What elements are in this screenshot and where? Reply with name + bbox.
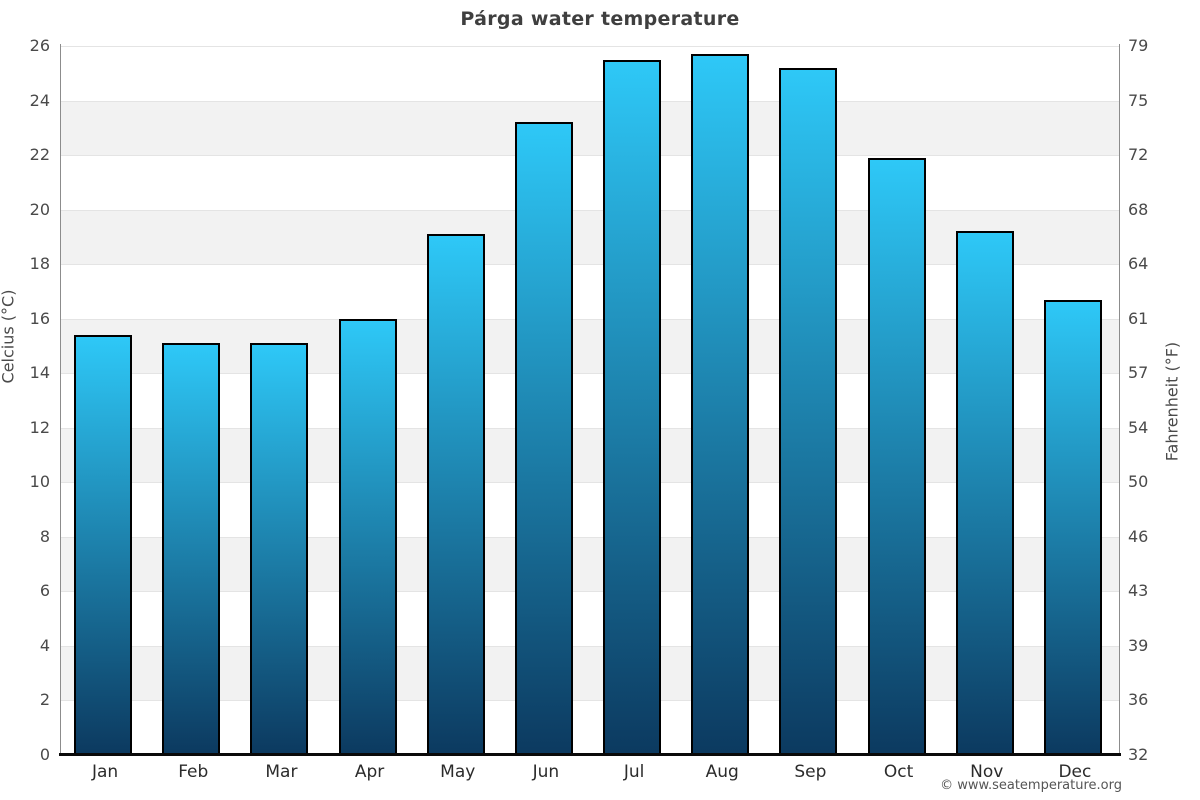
bar-feb[interactable]: [162, 343, 221, 755]
plot-band-16: [61, 318, 1119, 374]
ytick-celsius-10: 10: [29, 472, 50, 492]
plot-band-24: [61, 100, 1119, 156]
gridline-4: [61, 645, 1119, 647]
ytick-fahrenheit-57: 57: [1128, 363, 1149, 383]
xtick-may: May: [440, 762, 476, 782]
xtick-jul: Jul: [623, 762, 645, 782]
gridline-8: [61, 536, 1119, 538]
ytick-fahrenheit-72: 72: [1128, 145, 1149, 165]
gridline-26: [61, 46, 1119, 47]
ytick-fahrenheit-43: 43: [1128, 581, 1149, 601]
bar-aug[interactable]: [691, 54, 750, 755]
chart-title: Párga water temperature: [460, 8, 740, 30]
gridline-6: [61, 591, 1119, 593]
ytick-celsius-6: 6: [39, 581, 50, 601]
xtick-apr: Apr: [354, 762, 385, 782]
xtick-feb: Feb: [178, 762, 209, 782]
xtick-aug: Aug: [705, 762, 739, 782]
xtick-dec: Dec: [1058, 762, 1092, 782]
plot-band-12: [61, 427, 1119, 483]
gridline-2: [61, 700, 1119, 702]
gridline-10: [61, 482, 1119, 484]
plot-band-4: [61, 645, 1119, 701]
y-axis-title-fahrenheit: Fahrenheit (°F): [1162, 341, 1182, 462]
gridline-14: [61, 373, 1119, 375]
bar-jul[interactable]: [603, 59, 662, 755]
ytick-fahrenheit-68: 68: [1128, 199, 1149, 219]
y-axis-left-line: [60, 44, 61, 755]
ytick-celsius-12: 12: [29, 417, 50, 437]
ytick-celsius-0: 0: [39, 745, 50, 764]
ytick-fahrenheit-75: 75: [1128, 90, 1149, 110]
plot-area: [61, 46, 1119, 755]
ytick-fahrenheit-36: 36: [1128, 690, 1149, 710]
bar-apr[interactable]: [338, 318, 397, 755]
ytick-celsius-22: 22: [29, 145, 50, 165]
ytick-celsius-4: 4: [39, 635, 50, 655]
bar-dec[interactable]: [1043, 299, 1102, 755]
ytick-celsius-18: 18: [29, 254, 50, 274]
plot-band-20: [61, 209, 1119, 265]
bar-oct[interactable]: [867, 157, 926, 755]
gridline-22: [61, 155, 1119, 157]
bar-nov[interactable]: [955, 231, 1014, 755]
gridline-24: [61, 100, 1119, 102]
ytick-fahrenheit-46: 46: [1128, 526, 1149, 546]
bar-jun[interactable]: [514, 122, 573, 755]
ytick-fahrenheit-54: 54: [1128, 417, 1149, 437]
xtick-oct: Oct: [883, 762, 914, 782]
ytick-celsius-8: 8: [39, 526, 50, 546]
ytick-celsius-24: 24: [29, 90, 50, 110]
y-axis-right-line: [1119, 44, 1120, 755]
ytick-fahrenheit-61: 61: [1128, 308, 1149, 328]
xtick-nov: Nov: [970, 762, 1004, 782]
copyright-link[interactable]: © www.seatemperature.org: [940, 778, 1122, 793]
ytick-celsius-26: 26: [29, 36, 50, 55]
ytick-fahrenheit-79: 79: [1128, 36, 1149, 55]
xtick-sep: Sep: [794, 762, 827, 782]
gridline-18: [61, 264, 1119, 266]
ytick-fahrenheit-39: 39: [1128, 635, 1149, 655]
ytick-fahrenheit-50: 50: [1128, 472, 1149, 492]
y-axis-title-celsius: Celcius (°C): [0, 289, 18, 384]
gridline-20: [61, 209, 1119, 211]
plot-band-8: [61, 536, 1119, 592]
ytick-celsius-14: 14: [29, 363, 50, 383]
bar-sep[interactable]: [779, 67, 838, 755]
ytick-celsius-20: 20: [29, 199, 50, 219]
bar-jan[interactable]: [74, 335, 133, 755]
xtick-jan: Jan: [91, 762, 119, 782]
ytick-fahrenheit-32: 32: [1128, 745, 1149, 764]
ytick-fahrenheit-64: 64: [1128, 254, 1149, 274]
ytick-celsius-2: 2: [39, 690, 50, 710]
gridline-16: [61, 318, 1119, 320]
bar-mar[interactable]: [250, 343, 309, 755]
xtick-mar: Mar: [265, 762, 298, 782]
bar-may[interactable]: [426, 234, 485, 755]
x-axis-baseline: [59, 753, 1121, 756]
gridline-12: [61, 427, 1119, 429]
xtick-jun: Jun: [532, 762, 560, 782]
ytick-celsius-16: 16: [29, 308, 50, 328]
